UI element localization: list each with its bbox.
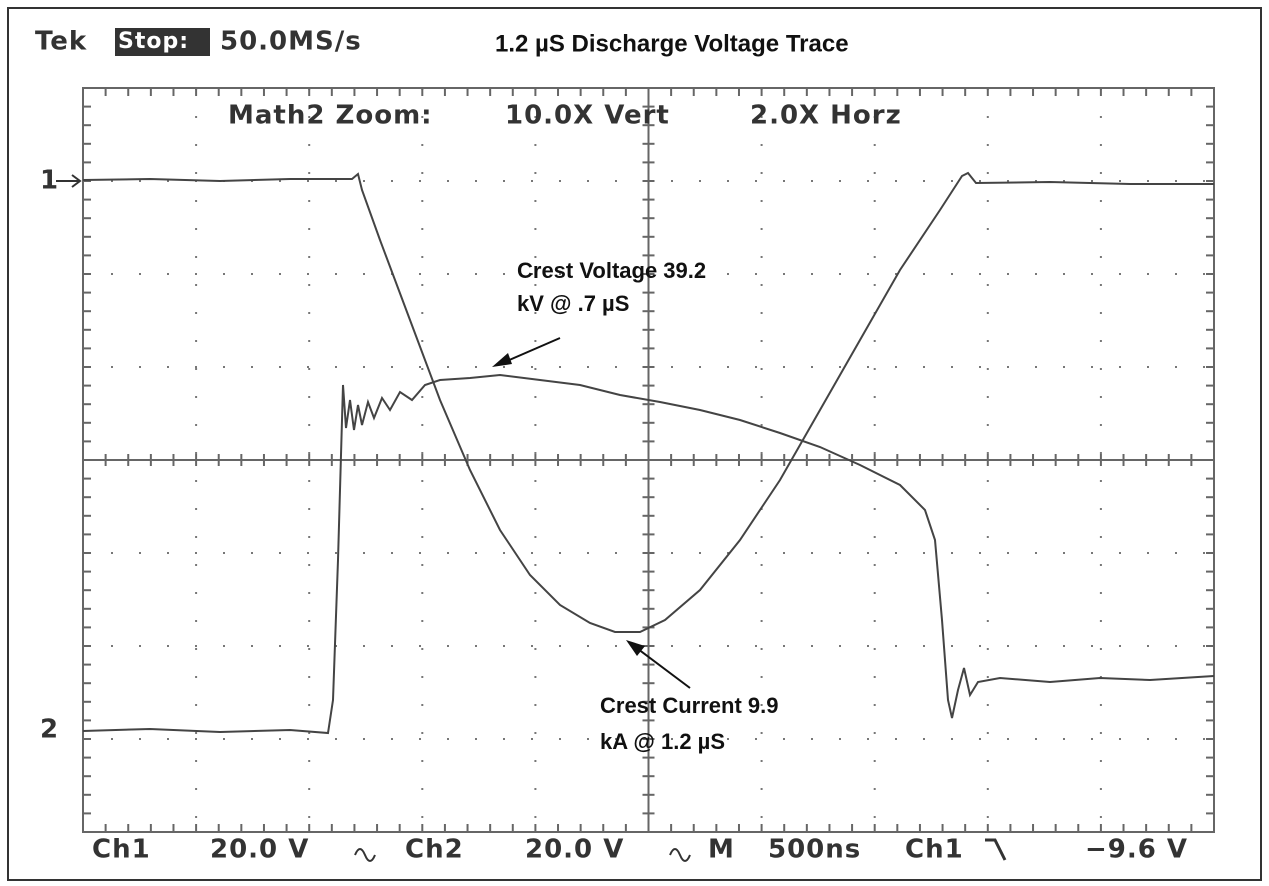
footer-mode: M — [708, 835, 735, 865]
footer-timebase: 500ns — [768, 835, 861, 865]
current-annotation-1: Crest Current 9.9 — [600, 693, 779, 718]
footer-ch1-scale: 20.0 V — [210, 835, 309, 865]
frame — [7, 7, 1262, 881]
title: 1.2 µS Discharge Voltage Trace — [495, 30, 849, 57]
ch1-marker: 1 — [40, 166, 59, 196]
current-annotation-2: kA @ 1.2 µS — [600, 729, 725, 754]
bw-icon — [669, 848, 691, 862]
zoom-vert: 10.0X Vert — [505, 101, 670, 131]
trigger-slope-icon — [985, 838, 1007, 861]
voltage-annotation-1: Crest Voltage 39.2 — [517, 258, 706, 283]
acq-state: Stop: — [118, 29, 189, 54]
stop-badge — [115, 28, 210, 56]
zoom-horz: 2.0X Horz — [750, 101, 902, 131]
sample-rate: 50.0MS/s — [220, 27, 362, 57]
ch1-trace — [82, 171, 1214, 633]
ch2-marker: 2 — [40, 715, 59, 745]
voltage-annotation-2: kV @ .7 µS — [517, 291, 629, 316]
footer-trigger-source: Ch1 — [905, 835, 964, 865]
zoom-label: Math2 Zoom: — [228, 101, 433, 131]
footer-trigger-level: −9.6 V — [1085, 835, 1188, 865]
ch1-marker-arrow — [56, 174, 82, 188]
ch2-trace — [82, 373, 1215, 735]
graticule — [82, 87, 1215, 833]
footer-ch1: Ch1 — [92, 835, 151, 865]
voltage-arrow — [492, 337, 561, 367]
footer-ch2-scale: 20.0 V — [525, 835, 624, 865]
current-arrow — [626, 640, 691, 689]
bw-icon — [354, 848, 376, 862]
brand: Tek — [35, 27, 87, 57]
footer-ch2: Ch2 — [405, 835, 464, 865]
